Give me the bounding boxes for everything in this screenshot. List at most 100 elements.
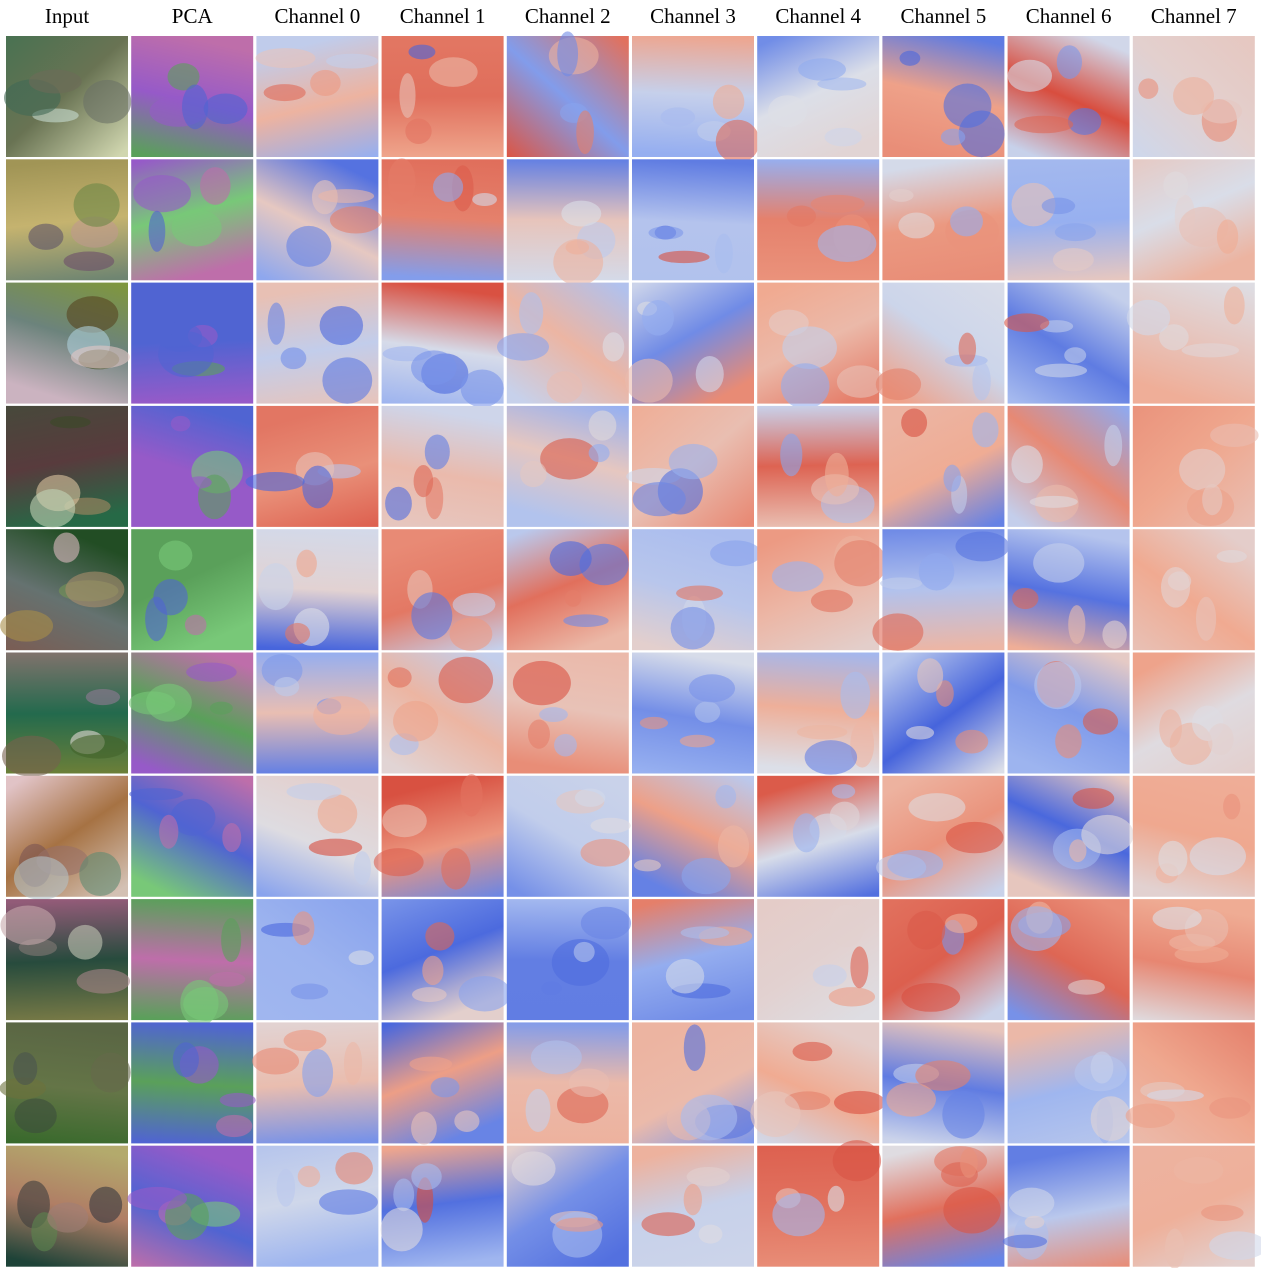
map-blob [901, 983, 960, 1012]
map-blob [258, 563, 294, 610]
map-blob [411, 350, 457, 385]
map-blob [1055, 724, 1082, 758]
map-blob [576, 110, 594, 154]
map-blob [886, 1082, 936, 1116]
map-blob [411, 592, 452, 639]
map-blob [1175, 946, 1229, 963]
map-blob [908, 793, 965, 821]
map-blob [159, 815, 178, 849]
map-blob [171, 416, 191, 432]
map-blob [681, 1095, 738, 1141]
map-blob [1057, 45, 1082, 79]
map-blob [772, 1193, 824, 1236]
map-blob [887, 850, 943, 879]
map-blob [284, 1030, 327, 1051]
map-blob [715, 785, 736, 809]
map-blob [941, 129, 965, 146]
map-blob [64, 251, 115, 270]
map-blob [70, 735, 127, 759]
map-blob [382, 804, 427, 837]
map-blob [772, 561, 824, 592]
map-blob [550, 541, 592, 576]
map-blob [274, 677, 299, 696]
column-header: Channel 6 [1026, 4, 1112, 28]
map-blob [658, 251, 709, 263]
map-blob [209, 972, 245, 987]
map-blob [972, 361, 990, 400]
map-blob [204, 94, 248, 125]
map-blob [127, 1187, 187, 1210]
map-blob [972, 412, 998, 447]
column-header: Input [45, 4, 89, 28]
map-blob [676, 585, 723, 600]
map-blob [296, 550, 317, 578]
map-blob [0, 905, 55, 945]
map-blob [1034, 662, 1081, 709]
map-blob [200, 167, 231, 205]
map-blob [0, 610, 53, 642]
map-blob [1081, 815, 1133, 854]
map-blob [581, 839, 630, 867]
map-blob [281, 347, 307, 369]
map-blob [750, 1091, 800, 1137]
map-blob [833, 1140, 881, 1181]
map-blob [1102, 621, 1126, 649]
map-blob [222, 823, 241, 852]
map-blob [955, 730, 988, 754]
map-blob [381, 1207, 423, 1251]
map-blob [89, 1187, 122, 1223]
map-blob [302, 1049, 333, 1097]
map-blob [1083, 708, 1118, 734]
map-blob [30, 489, 75, 528]
map-blob [960, 1148, 978, 1178]
map-blob [65, 572, 124, 608]
map-blob [830, 905, 865, 948]
map-blob [1008, 60, 1052, 92]
map-blob [1004, 313, 1049, 332]
map-blob [472, 193, 497, 206]
map-blob [699, 1225, 723, 1244]
map-blob [876, 368, 921, 400]
map-blob [183, 987, 228, 1021]
map-blob [374, 848, 424, 876]
map-blob [393, 701, 438, 742]
map-blob [149, 211, 166, 252]
map-blob [563, 614, 608, 627]
map-blob [540, 438, 598, 480]
map-blob [1011, 906, 1062, 951]
column-header: Channel 1 [400, 4, 486, 28]
map-blob [1210, 424, 1259, 447]
map-blob [220, 1093, 256, 1107]
map-blob [718, 825, 749, 867]
map-blob [322, 357, 372, 403]
map-blob [811, 590, 853, 613]
map-blob [1064, 347, 1086, 363]
map-blob [825, 453, 849, 497]
map-blob [268, 303, 285, 345]
map-blob [574, 942, 595, 962]
map-blob [319, 1189, 378, 1214]
map-blob [1182, 343, 1239, 357]
map-blob [441, 848, 470, 889]
map-blob [942, 1091, 984, 1139]
map-blob [320, 306, 363, 345]
map-blob [889, 189, 914, 202]
map-blob [411, 1111, 437, 1144]
map-blob [781, 363, 830, 409]
map-blob [642, 300, 674, 336]
map-blob [285, 623, 310, 644]
map-blob [825, 128, 862, 147]
map-blob [554, 734, 577, 757]
map-blob [1127, 300, 1170, 336]
map-blob [292, 911, 314, 945]
map-blob [1091, 1051, 1114, 1083]
map-blob [158, 331, 214, 377]
map-blob [625, 359, 673, 403]
map-blob [829, 987, 875, 1006]
map-blob [310, 70, 341, 96]
column-header: Channel 2 [525, 4, 611, 28]
map-blob [634, 859, 661, 871]
map-blob [1053, 248, 1094, 271]
map-blob [129, 788, 183, 800]
map-blob [603, 332, 625, 361]
